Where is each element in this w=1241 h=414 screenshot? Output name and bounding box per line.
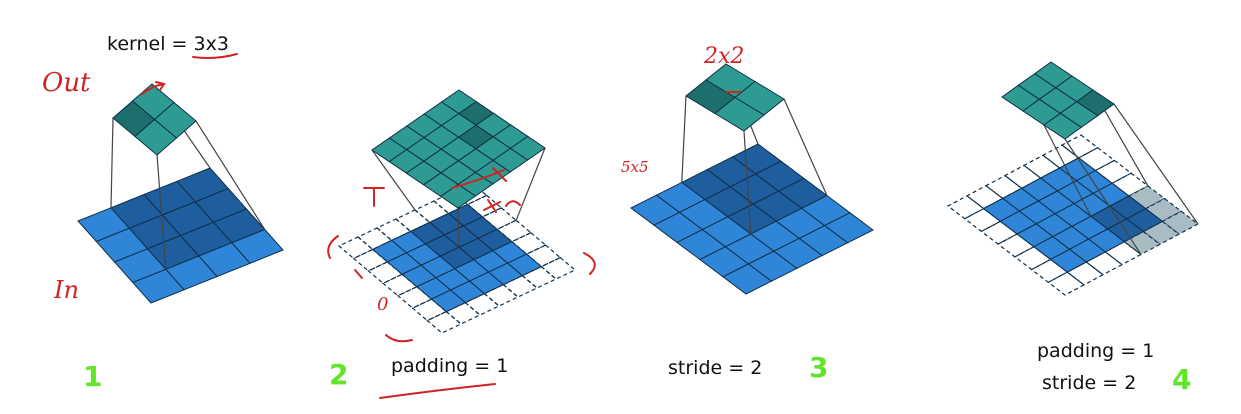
arc-mark [505,200,521,207]
kernel-underline [192,53,238,59]
padding-underline [379,383,496,399]
output-cell [714,96,765,132]
padding-cell [394,209,431,233]
panel-3-stride [630,63,874,295]
padding-cell [466,194,503,218]
input-cell [1049,248,1088,273]
padding-cell [337,236,374,260]
step-number-2: 2 [329,358,349,391]
padding-cell [411,298,448,322]
padding-cell [356,227,393,251]
panel-1-no-padding [77,83,284,304]
projection-line [457,207,460,248]
step-number-3: 3 [809,351,829,384]
padding-cell [426,310,463,334]
padding-cell [352,248,389,272]
padding-cell [946,195,985,220]
zero-annotation: 0 [377,294,389,315]
projection-line [743,130,752,235]
padding-caption-4: padding = 1 [1037,340,1155,362]
step-number-4: 4 [1172,363,1192,396]
padding-cell [381,273,419,297]
projection-line [1113,103,1199,225]
padding-cell [367,261,404,285]
panel-4-padding-stride [946,61,1200,296]
tick-mark [385,334,413,343]
paren-mark [583,252,596,275]
step-number-1: 1 [83,360,103,393]
output-cell [439,183,477,209]
kernel-caption: kernel = 3x3 [107,33,229,55]
T-mark [363,187,385,207]
input-cell [430,289,467,313]
size-5x5-annotation: 5x5 [621,158,649,176]
padding-cell [510,231,547,255]
stroke-mark [451,167,507,189]
in-annotation: In [54,276,79,304]
projection-line [156,154,167,270]
padding-cell [375,218,412,242]
projection-line [681,95,687,183]
projection-line [1064,138,1142,255]
padding-cell [1047,271,1086,296]
panel-2-padding [337,89,577,334]
size-2x2-annotation: 2x2 [704,44,745,69]
padding-cell [413,200,450,224]
projection-line [1043,124,1092,217]
red-annotations [141,53,741,399]
padding-cell [432,191,469,215]
projection-line [371,149,416,211]
output-cell [134,118,178,156]
projection-line [195,120,266,230]
output-cell [1043,112,1083,140]
padding-caption-2: padding = 1 [391,355,509,377]
tick-mark [354,269,363,279]
stride-caption-4: stride = 2 [1042,372,1137,394]
projection-line [110,117,114,208]
projection-line [515,147,546,221]
padding-cell [525,244,562,268]
out-annotation: Out [42,68,91,98]
stride-caption-3: stride = 2 [668,357,763,379]
padding-cell [481,207,518,231]
padding-cell [540,256,577,280]
cross-mark [483,199,501,213]
projection-line [783,98,828,196]
padding-cell [396,285,433,309]
padding-cell [1060,134,1099,159]
padding-cell [495,219,533,243]
input-cell [131,268,185,304]
paren-mark [327,235,339,259]
out-arrow [141,81,166,95]
input-cell [722,263,773,295]
